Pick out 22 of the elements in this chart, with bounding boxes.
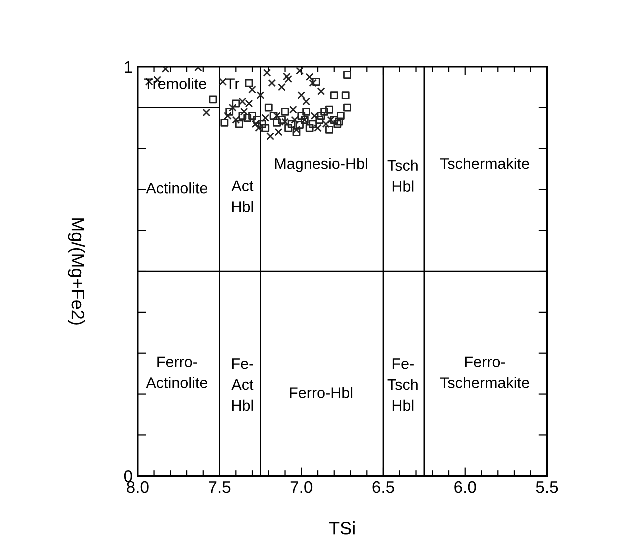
x-tick-label: 8.0: [127, 481, 149, 494]
annotation: Ferro- Tschermakite: [440, 356, 530, 388]
x-tick-label: 7.0: [290, 481, 313, 494]
annotation: Fe- Tsch Hbl: [388, 358, 418, 412]
y-tick-label: 0: [124, 470, 132, 482]
annotation: Tsch Hbl: [388, 160, 418, 192]
annotation: Act Hbl: [232, 180, 254, 212]
x-tick-label: 5.5: [536, 482, 558, 494]
annotation: Ferro-Hbl: [290, 387, 353, 398]
y-axis-title: Mg/(Mg+Fe2): [68, 218, 86, 325]
annotation: Actinolite: [146, 182, 208, 194]
y-tick-label: 1: [125, 61, 132, 73]
x-tick-label: 6.0: [454, 481, 476, 494]
x-tick-label: 7.5: [209, 482, 231, 494]
annotation: Fe- Act Hbl: [232, 358, 254, 412]
x-tick-label: 6.5: [372, 481, 394, 494]
annotation: Tremolite: [144, 78, 206, 90]
x-axis-title: TSi: [329, 522, 355, 535]
annotation: Magnesio-Hbl: [275, 158, 368, 172]
annotation: Ferro- Actinolite: [146, 356, 208, 388]
annotation: Tschermakite: [440, 158, 530, 170]
annotation: Tr: [226, 78, 240, 90]
